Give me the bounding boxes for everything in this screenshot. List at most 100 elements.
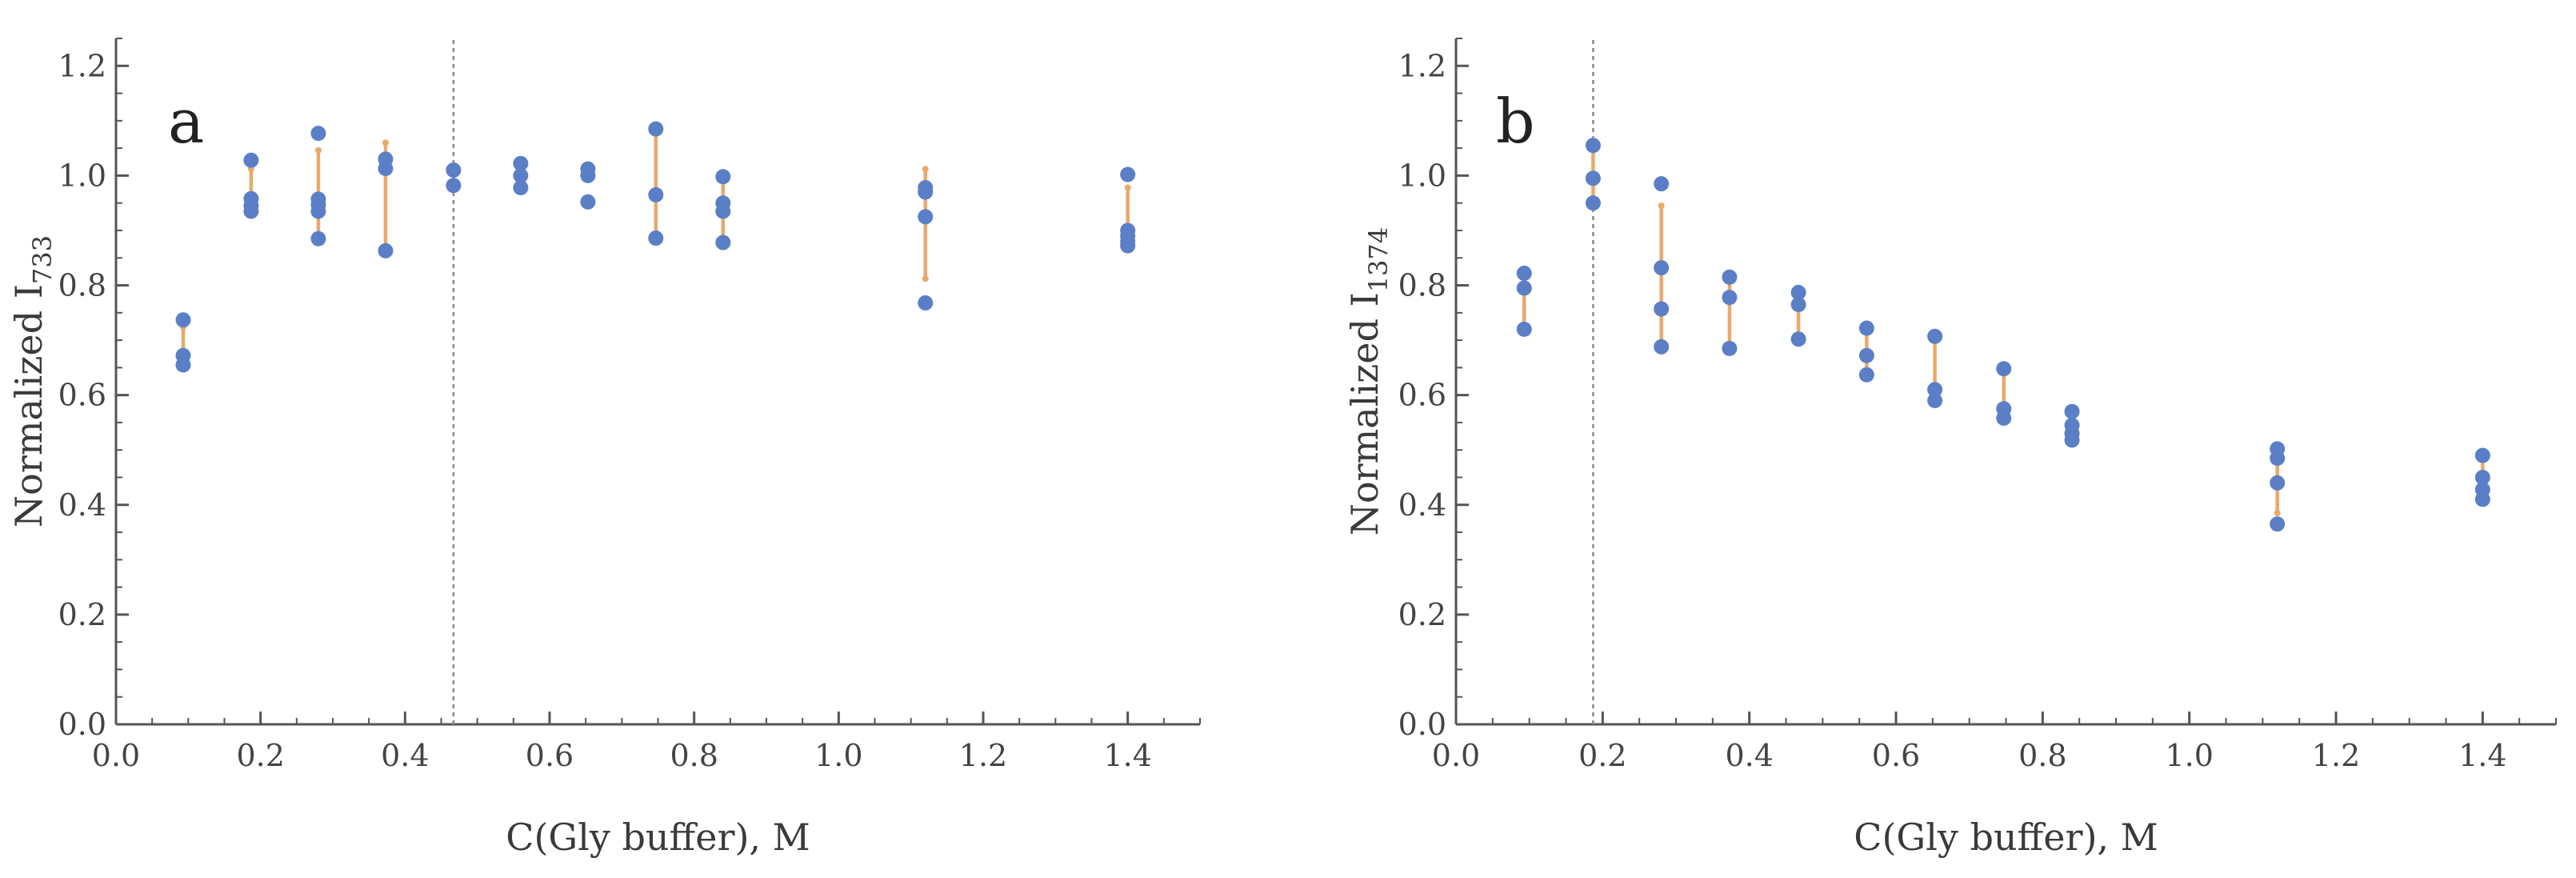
x-tick-label: 0.0 bbox=[1432, 738, 1480, 773]
data-point bbox=[310, 126, 326, 142]
y-axis-label-main: Normalized I bbox=[7, 284, 50, 527]
data-point bbox=[175, 312, 191, 328]
data-point bbox=[918, 184, 934, 200]
data-point bbox=[2474, 491, 2490, 507]
y-axis-label-subscript: 733 bbox=[27, 235, 58, 284]
x-tick-label: 1.0 bbox=[814, 738, 862, 773]
data-point bbox=[2474, 447, 2490, 463]
error-bar-end bbox=[1124, 184, 1131, 191]
y-tick-label: 0.4 bbox=[58, 487, 106, 523]
data-point bbox=[2064, 403, 2080, 419]
data-point bbox=[513, 179, 529, 195]
error-bar-end bbox=[314, 146, 322, 154]
data-point bbox=[1722, 340, 1738, 356]
data-point bbox=[715, 203, 731, 219]
data-point bbox=[1516, 265, 1532, 281]
data-point bbox=[1654, 301, 1670, 317]
error-bar-end bbox=[2274, 510, 2281, 517]
data-point bbox=[1858, 347, 1874, 363]
data-point bbox=[1516, 280, 1532, 296]
data-point bbox=[1790, 297, 1806, 313]
x-tick-label: 0.8 bbox=[2018, 738, 2066, 773]
error-bar-end bbox=[1658, 202, 1665, 210]
data-point bbox=[446, 162, 462, 178]
x-tick-label: 0.2 bbox=[236, 738, 284, 773]
y-tick-label: 0.0 bbox=[1398, 707, 1446, 742]
y-tick-label: 0.8 bbox=[1398, 268, 1446, 303]
data-point bbox=[715, 169, 731, 185]
data-point bbox=[648, 121, 664, 137]
data-point bbox=[1790, 331, 1806, 347]
data-point bbox=[513, 167, 529, 183]
chart-panel-a: 0.0 0.2 0.4 0.6 0.8 1.0 1.2 1.4 0.0 0.2 0.4 0.6 0.8 1… bbox=[7, 38, 1201, 859]
x-axis-label: C(Gly buffer), M bbox=[1854, 816, 2158, 859]
data-point bbox=[2474, 469, 2490, 485]
data-point bbox=[1996, 410, 2012, 426]
data-point bbox=[513, 155, 529, 171]
data-point bbox=[243, 152, 259, 168]
data-point bbox=[175, 357, 191, 373]
y-tick-label: 0.8 bbox=[58, 268, 106, 303]
data-point bbox=[1120, 166, 1136, 182]
chart-panel-b: 0.0 0.2 0.4 0.6 0.8 1.0 1.2 1.40.00.20.40.60.81… bbox=[1343, 38, 2557, 859]
data-point bbox=[1120, 238, 1136, 254]
x-axis-label: C(Gly buffer), M bbox=[506, 816, 810, 859]
data-point bbox=[918, 295, 934, 311]
x-tick-label: 0.6 bbox=[1872, 738, 1920, 773]
data-point bbox=[378, 160, 394, 176]
data-point bbox=[2270, 475, 2286, 491]
x-tick-label: 1.2 bbox=[959, 738, 1007, 773]
y-tick-label: 1.2 bbox=[1398, 48, 1446, 83]
x-tick-label: 1.0 bbox=[2165, 738, 2213, 773]
y-tick-label: 0.4 bbox=[1398, 487, 1446, 523]
data-point bbox=[1858, 320, 1874, 336]
x-tick-label: 0.6 bbox=[526, 738, 574, 773]
data-point bbox=[1722, 269, 1738, 285]
y-tick-label: 0.2 bbox=[1398, 597, 1446, 632]
y-axis-label: Normalized I733 bbox=[7, 235, 58, 527]
data-point bbox=[1585, 195, 1601, 211]
x-tick-label: 0.4 bbox=[1725, 738, 1773, 773]
x-tick-label: 0.4 bbox=[381, 738, 429, 773]
data-point bbox=[243, 203, 259, 219]
data-point bbox=[1927, 392, 1943, 408]
data-point bbox=[1790, 284, 1806, 300]
x-tick-label: 1.4 bbox=[1103, 738, 1151, 773]
y-axis-label-subscript: 1374 bbox=[1363, 227, 1394, 292]
data-point bbox=[1722, 290, 1738, 306]
data-point bbox=[2270, 450, 2286, 466]
data-point bbox=[648, 231, 664, 247]
data-point bbox=[1654, 339, 1670, 355]
data-point bbox=[1654, 260, 1670, 276]
y-tick-label: 0.6 bbox=[1398, 378, 1446, 413]
data-point bbox=[715, 235, 731, 251]
y-tick-label: 0.2 bbox=[58, 597, 106, 632]
y-tick-label: 1.2 bbox=[58, 48, 106, 83]
y-axis-label: Normalized I1374 bbox=[1343, 227, 1394, 536]
y-axis-label-main: Normalized I bbox=[1343, 292, 1386, 535]
x-tick-label: 0.8 bbox=[670, 738, 718, 773]
data-point bbox=[2270, 516, 2286, 532]
x-tick-label: 0.0 bbox=[92, 738, 140, 773]
data-point bbox=[648, 186, 664, 202]
data-point bbox=[2064, 432, 2080, 448]
error-bar-end bbox=[922, 166, 929, 173]
data-point bbox=[446, 178, 462, 194]
data-point bbox=[1858, 367, 1874, 383]
x-tick-label: 1.2 bbox=[2312, 738, 2360, 773]
data-point bbox=[310, 203, 326, 219]
error-bar-end bbox=[382, 139, 389, 146]
y-tick-label: 0.0 bbox=[58, 707, 106, 742]
panel-label: a bbox=[168, 86, 204, 157]
y-tick-label: 0.6 bbox=[58, 378, 106, 413]
data-point bbox=[1585, 170, 1601, 186]
y-tick-label: 1.0 bbox=[58, 158, 106, 193]
data-point bbox=[1927, 328, 1943, 344]
x-tick-label: 0.2 bbox=[1578, 738, 1626, 773]
x-tick-label: 1.4 bbox=[2458, 738, 2506, 773]
data-point bbox=[1516, 321, 1532, 337]
panel-label: b bbox=[1496, 86, 1535, 157]
error-bar-end bbox=[922, 275, 929, 283]
data-point bbox=[580, 167, 596, 183]
